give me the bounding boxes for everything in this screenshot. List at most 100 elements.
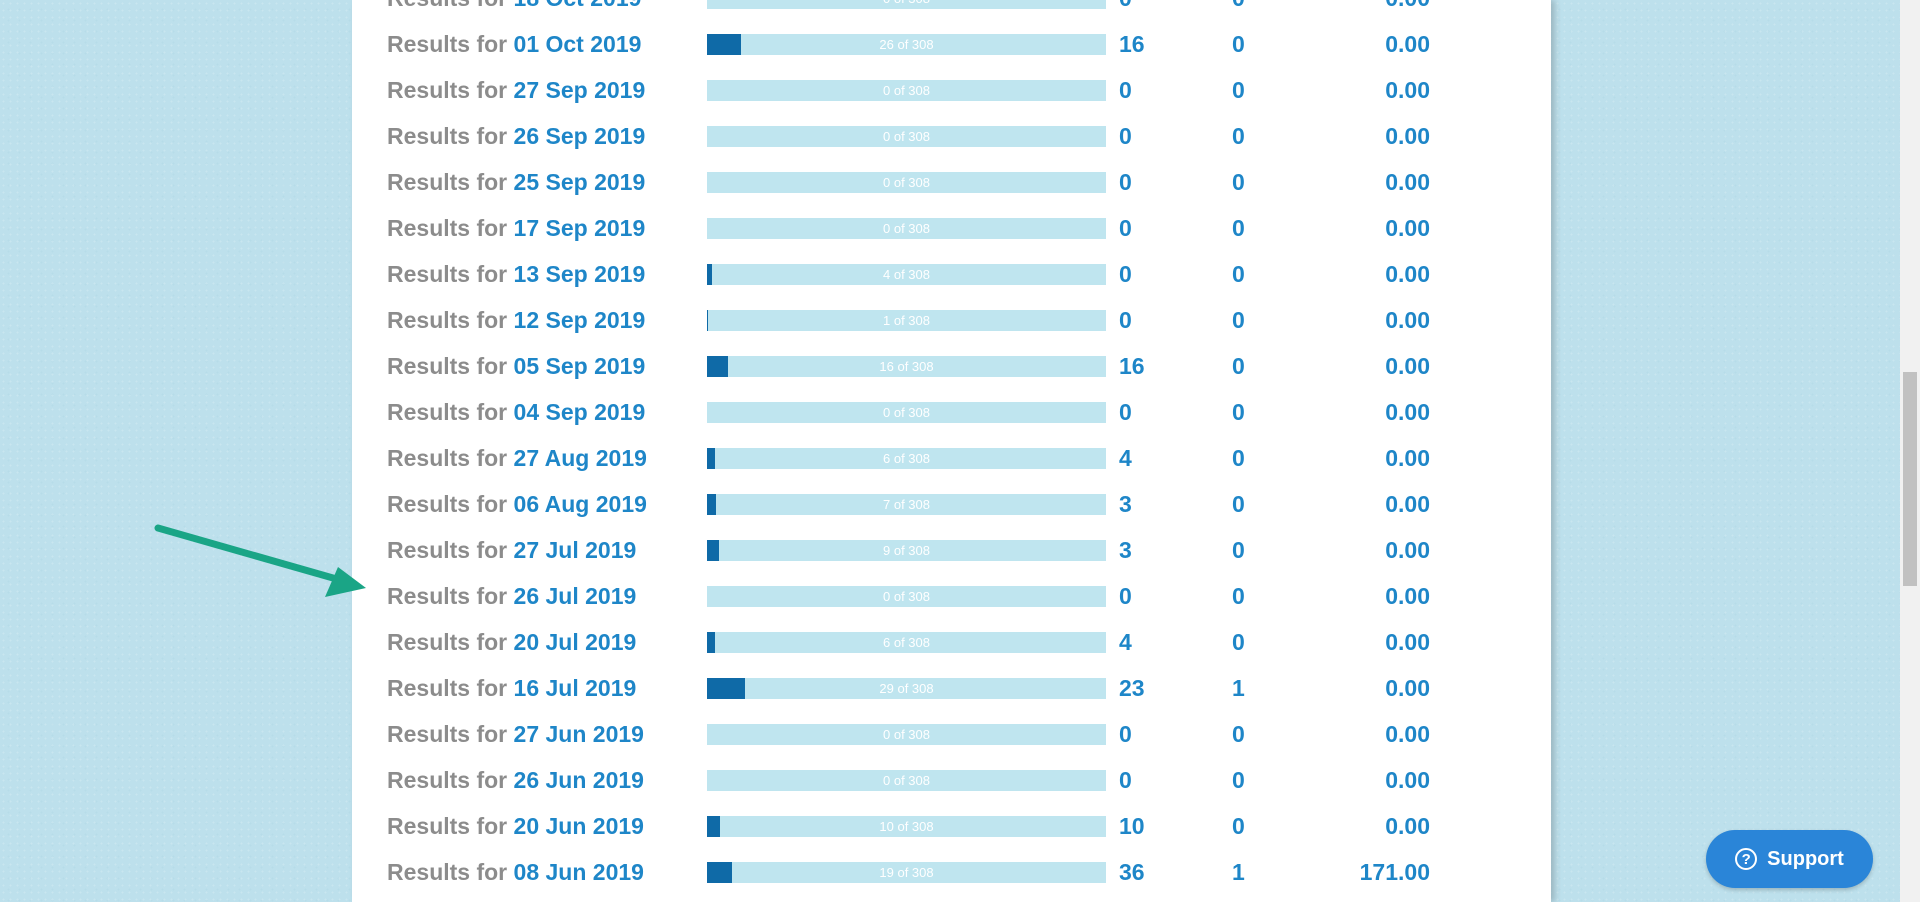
progress-text: 0 of 308 [883,129,930,144]
result-amount: 0.00 [1385,583,1430,609]
result-date[interactable]: 26 Sep 2019 [513,123,646,149]
scrollbar[interactable] [1900,0,1920,902]
result-row[interactable]: Results for 05 Sep 2019 16 of 308 16 0 0.00 [352,343,1551,389]
result-date[interactable]: 26 Jun 2019 [513,767,644,793]
result-row[interactable]: Results for 26 Jun 2019 0 of 308 0 0 0.00 [352,757,1551,803]
progress-bar: 9 of 308 [707,540,1106,561]
result-row-label[interactable]: Results for 20 Jul 2019 [387,619,636,665]
result-row-label[interactable]: Results for 08 Jun 2019 [387,849,644,895]
result-row[interactable]: Results for 26 Sep 2019 0 of 308 0 0 0.00 [352,113,1551,159]
result-row-label[interactable]: Results for 06 Aug 2019 [387,481,647,527]
result-count-a: 3 [1119,537,1132,563]
result-count-a: 23 [1119,675,1145,701]
progress-bar: 0 of 308 [707,172,1106,193]
result-amount: 0.00 [1270,0,1430,21]
result-row[interactable]: Results for 13 Sep 2019 4 of 308 0 0 0.00 [352,251,1551,297]
result-row-label[interactable]: Results for 16 Jul 2019 [387,665,636,711]
result-row-label[interactable]: Results for 27 Jul 2019 [387,527,636,573]
results-prefix: Results for [387,77,508,103]
result-date[interactable]: 20 Jul 2019 [513,629,637,655]
result-row-label[interactable]: Results for 27 Aug 2019 [387,435,647,481]
progress-bar: 0 of 308 [707,724,1106,745]
result-row[interactable]: Results for 12 Sep 2019 1 of 308 0 0 0.00 [352,297,1551,343]
result-date[interactable]: 13 Sep 2019 [513,261,646,287]
progress-bar: 7 of 308 [707,494,1106,515]
result-count-b: 0 [1232,813,1245,839]
result-row[interactable]: Results for 25 Sep 2019 0 of 308 0 0 0.00 [352,159,1551,205]
result-date[interactable]: 18 Oct 2019 [514,0,642,11]
result-row[interactable]: Results for 04 Sep 2019 0 of 308 0 0 0.00 [352,389,1551,435]
result-date[interactable]: 12 Sep 2019 [513,307,646,333]
result-row-label[interactable]: Results for 12 Sep 2019 [387,297,645,343]
support-button[interactable]: ? Support [1706,830,1873,888]
result-count-b: 0 [1232,537,1245,563]
result-date[interactable]: 04 Sep 2019 [513,399,646,425]
scrollbar-thumb[interactable] [1903,372,1917,586]
result-row-label[interactable]: Results for 01 Oct 2019 [387,21,641,67]
progress-bar: 0 of 308 [707,402,1106,423]
result-count-a: 16 [1119,353,1145,379]
result-date[interactable]: 08 Jun 2019 [513,859,644,885]
result-date[interactable]: 16 Jul 2019 [513,675,637,701]
result-amount: 171.00 [1359,859,1430,885]
result-amount: 0.00 [1385,31,1430,57]
results-prefix: Results for [387,31,508,57]
progress-bar: 0 of 308 [707,0,1106,9]
result-row[interactable]: Results for 08 Jun 2019 19 of 308 36 1 171.0… [352,849,1551,895]
results-prefix: Results for [387,813,508,839]
result-date[interactable]: 06 Aug 2019 [513,491,647,517]
result-row[interactable]: Results for 27 Jun 2019 0 of 308 0 0 0.00 [352,711,1551,757]
result-date[interactable]: 27 Sep 2019 [513,77,646,103]
result-row[interactable]: Results for 01 Oct 2019 26 of 308 16 0 0.00 [352,21,1551,67]
result-row-label[interactable]: Results for 17 Sep 2019 [387,205,645,251]
progress-bar-fill [707,448,715,469]
result-row-label[interactable]: Results for 04 Sep 2019 [387,389,645,435]
result-row-label[interactable]: Results for 27 Sep 2019 [387,67,645,113]
progress-text: 10 of 308 [879,819,934,834]
result-date[interactable]: 17 Sep 2019 [513,215,646,241]
result-row-label[interactable]: Results for 26 Sep 2019 [387,113,645,159]
result-date[interactable]: 27 Jul 2019 [513,537,637,563]
result-row[interactable]: Results for 17 Sep 2019 0 of 308 0 0 0.00 [352,205,1551,251]
result-count-b: 0 [1232,77,1245,103]
result-row[interactable]: Results for 26 Jul 2019 0 of 308 0 0 0.00 [352,573,1551,619]
result-row-label[interactable]: Results for 13 Sep 2019 [387,251,645,297]
result-row-label[interactable]: Results for 18 Oct 2019 [387,0,641,21]
result-row[interactable]: Results for 20 Jun 2019 10 of 308 10 0 0.00 [352,803,1551,849]
result-count-b: 0 [1232,31,1245,57]
result-row[interactable]: Results for 16 Jul 2019 29 of 308 23 1 0.00 [352,665,1551,711]
result-row-label[interactable]: Results for 05 Sep 2019 [387,343,645,389]
result-date[interactable]: 25 Sep 2019 [513,169,646,195]
result-date[interactable]: 01 Oct 2019 [513,31,642,57]
result-row-label[interactable]: Results for 20 Jun 2019 [387,803,644,849]
results-prefix: Results for [387,399,508,425]
result-date[interactable]: 26 Jul 2019 [513,583,637,609]
result-row[interactable]: Results for 06 Aug 2019 7 of 308 3 0 0.00 [352,481,1551,527]
result-count-a: 0 [1119,123,1132,149]
result-date[interactable]: 05 Sep 2019 [513,353,646,379]
results-prefix: Results for [387,721,508,747]
results-prefix: Results for [387,353,508,379]
result-date[interactable]: 27 Aug 2019 [513,445,647,471]
result-date[interactable]: 20 Jun 2019 [513,813,644,839]
result-row-label[interactable]: Results for 25 Sep 2019 [387,159,645,205]
result-row[interactable]: Results for 27 Sep 2019 0 of 308 0 0 0.00 [352,67,1551,113]
result-row-label[interactable]: Results for 27 Jun 2019 [387,711,644,757]
progress-text: 0 of 308 [883,773,930,788]
result-row[interactable]: Results for 27 Jul 2019 9 of 308 3 0 0.00 [352,527,1551,573]
result-row[interactable]: Results for 20 Jul 2019 6 of 308 4 0 0.00 [352,619,1551,665]
progress-text: 6 of 308 [883,635,930,650]
progress-bar-fill [707,678,745,699]
results-prefix: Results for [387,491,508,517]
result-count-a: 36 [1119,859,1145,885]
result-row-label[interactable]: Results for 26 Jun 2019 [387,757,644,803]
result-count-b: 0 [1232,445,1245,471]
result-row[interactable]: Results for 27 Aug 2019 6 of 308 4 0 0.00 [352,435,1551,481]
progress-bar: 0 of 308 [707,770,1106,791]
result-date[interactable]: 27 Jun 2019 [513,721,644,747]
result-row[interactable]: Results for 18 Oct 2019 0 of 308 0 0 0.00 [352,0,1551,21]
result-row-label[interactable]: Results for 26 Jul 2019 [387,573,636,619]
progress-text: 9 of 308 [883,543,930,558]
progress-text: 4 of 308 [883,267,930,282]
